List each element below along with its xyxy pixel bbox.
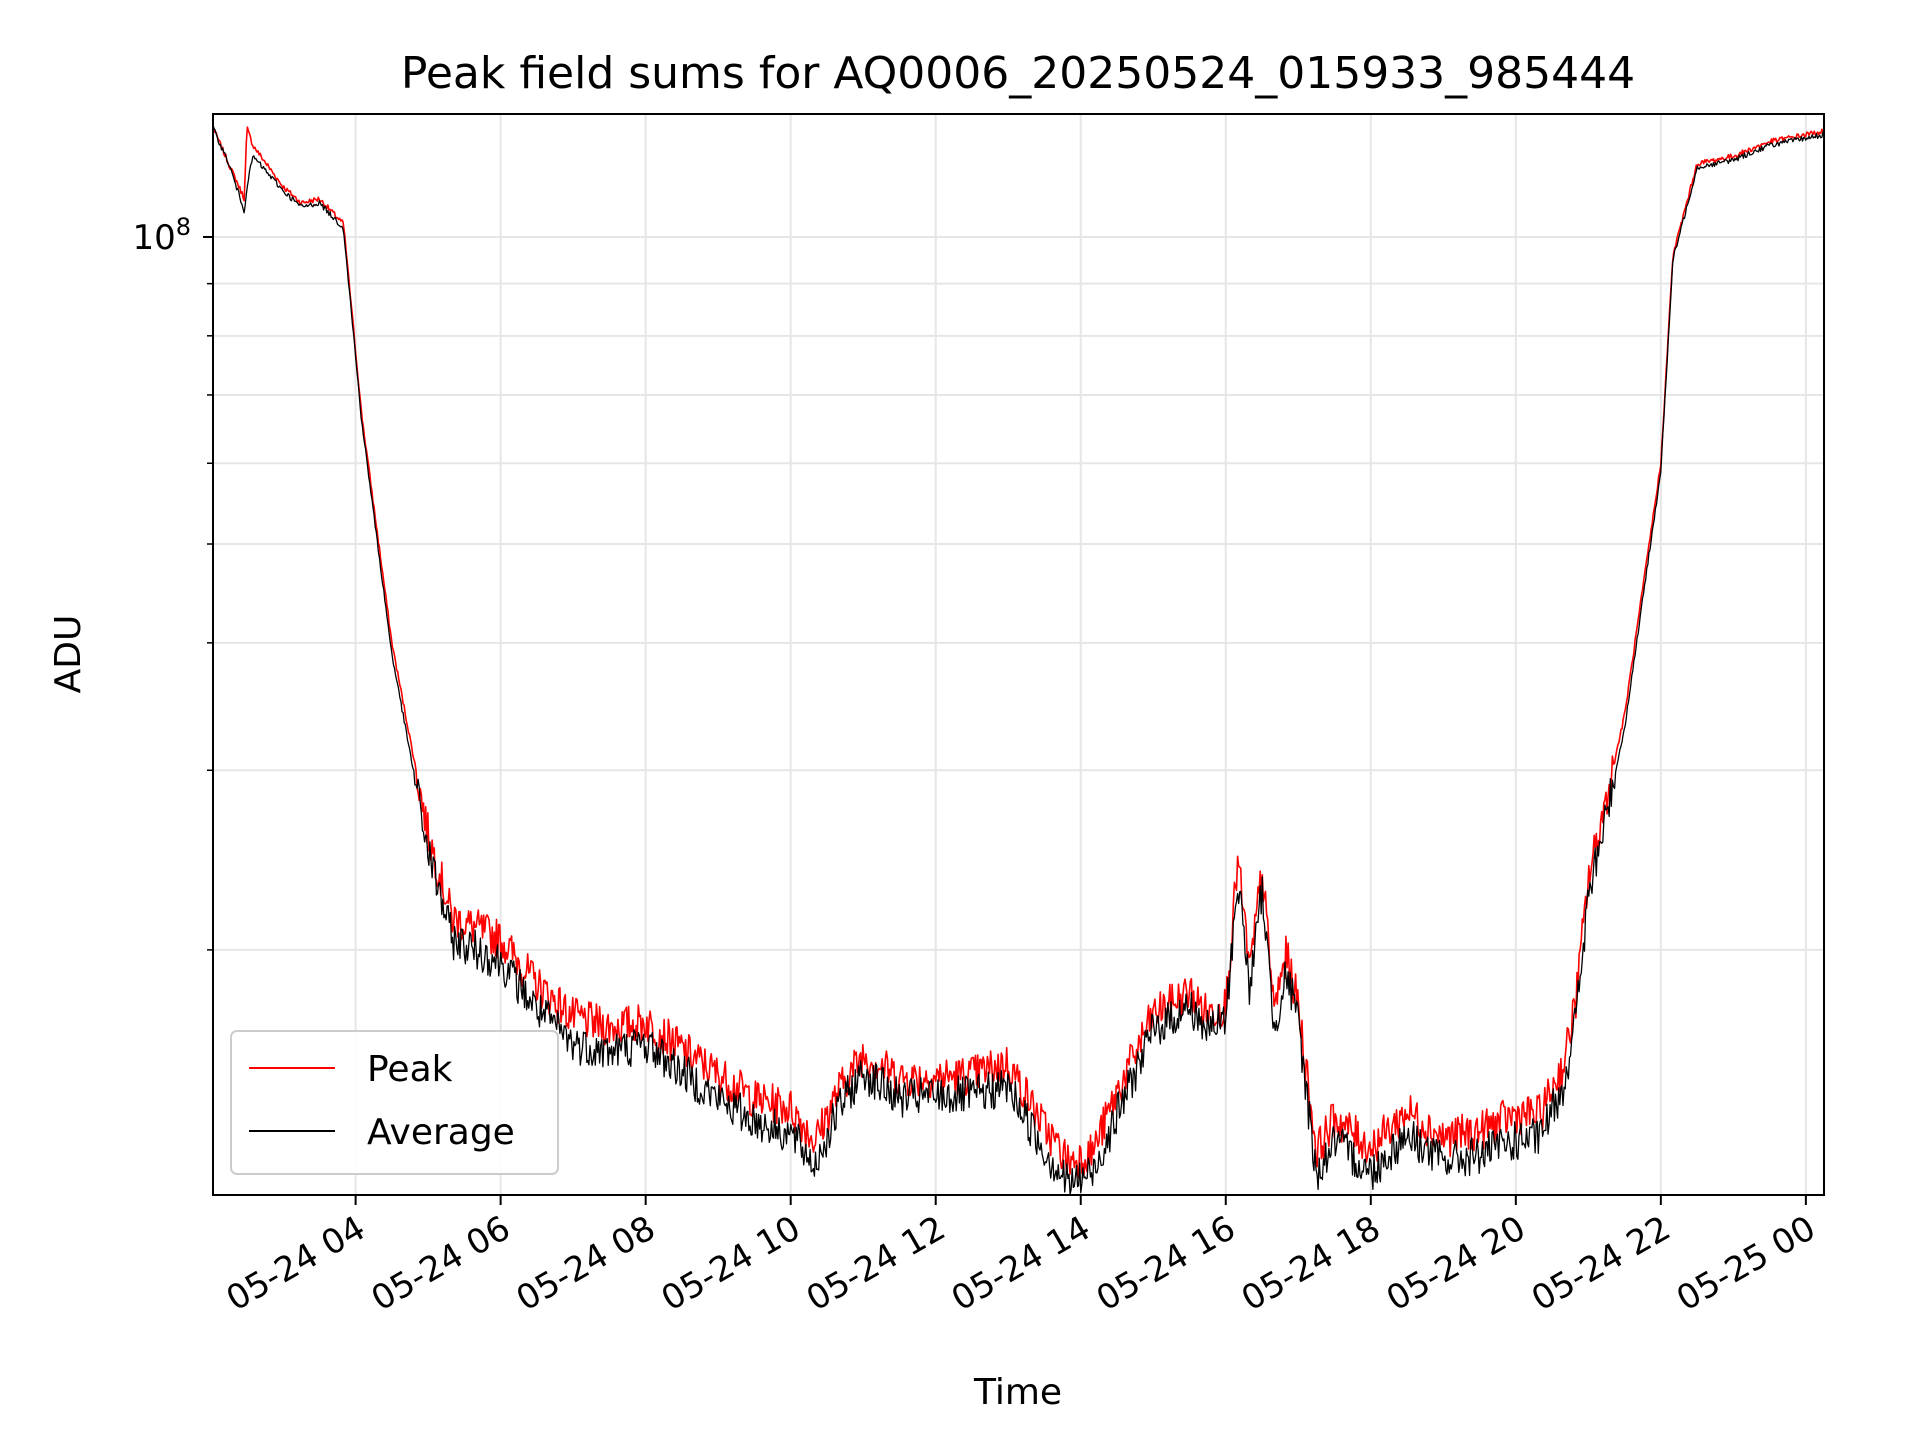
- grid-layer: [213, 114, 1824, 1195]
- y-tick-label: 108: [132, 213, 191, 258]
- series-line-average: [213, 124, 1824, 1195]
- chart-title: Peak field sums for AQ0006_20250524_0159…: [401, 48, 1635, 99]
- series-layer: [213, 124, 1824, 1195]
- plot-area-frame: [212, 113, 1825, 1196]
- y-axis-ticks: 108: [132, 213, 213, 951]
- legend-label-peak: Peak: [367, 1049, 453, 1090]
- legend-frame: [230, 1030, 559, 1175]
- legend-label-average: Average: [367, 1112, 515, 1153]
- series-line-peak: [213, 126, 1824, 1179]
- legend: Peak Average: [230, 1030, 559, 1175]
- x-axis-label: Time: [973, 1372, 1062, 1413]
- y-axis-label: ADU: [48, 615, 89, 694]
